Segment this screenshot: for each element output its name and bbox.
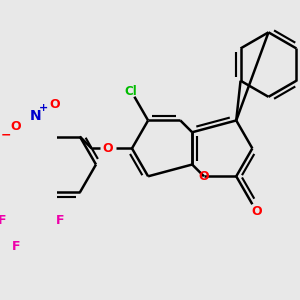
Text: F: F: [56, 214, 65, 227]
Text: O: O: [251, 205, 262, 218]
Text: F: F: [0, 214, 7, 227]
Text: O: O: [199, 170, 209, 183]
Text: Cl: Cl: [125, 85, 137, 98]
Text: +: +: [39, 103, 48, 112]
Text: F: F: [12, 240, 20, 254]
Text: O: O: [50, 98, 60, 111]
Text: −: −: [1, 128, 11, 142]
Text: O: O: [103, 142, 113, 155]
Text: O: O: [11, 120, 21, 134]
Text: N: N: [30, 109, 41, 123]
